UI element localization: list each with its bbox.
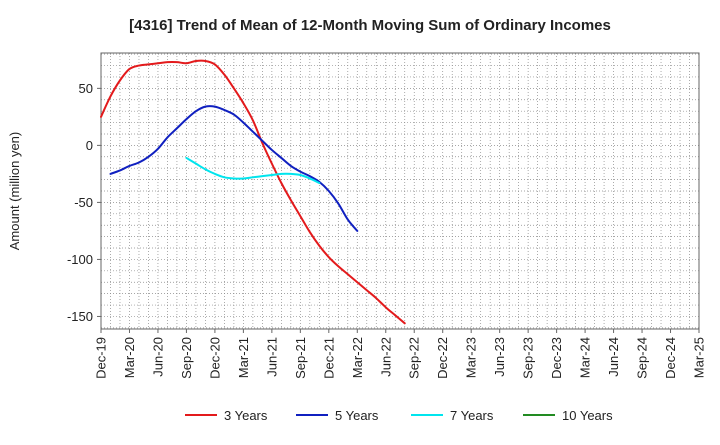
x-tick-label: Mar-23 bbox=[464, 337, 479, 378]
x-tick-labels: Dec-19 Mar-20 Jun-20 Sep-20 Dec-20 Mar-21 Jun-… bbox=[94, 329, 707, 379]
x-tick-label: Dec-21 bbox=[321, 337, 336, 379]
y-tick-label: 50 bbox=[79, 81, 93, 96]
legend: 3 Years 5 Years 7 Years 10 Years bbox=[185, 408, 613, 423]
y-tick-label: -50 bbox=[74, 195, 93, 210]
x-tick-label: Dec-19 bbox=[94, 337, 109, 379]
x-tick-label: Sep-23 bbox=[521, 337, 536, 379]
legend-label-10-years: 10 Years bbox=[562, 408, 613, 423]
series-line-3-years bbox=[100, 59, 406, 325]
series-line-7-years bbox=[185, 156, 321, 185]
x-tick-label: Sep-21 bbox=[293, 337, 308, 379]
x-tick-label: Jun-22 bbox=[378, 337, 393, 377]
x-tick-label: Dec-23 bbox=[549, 337, 564, 379]
x-tick-label: Mar-25 bbox=[692, 337, 707, 378]
x-tick-label: Dec-24 bbox=[663, 337, 678, 379]
x-tick-label: Jun-24 bbox=[606, 337, 621, 377]
legend-label-3-years: 3 Years bbox=[224, 408, 268, 423]
x-tick-label: Mar-21 bbox=[236, 337, 251, 378]
series-line-5-years bbox=[109, 105, 359, 232]
y-axis-label: Amount (million yen) bbox=[7, 132, 22, 251]
chart-title: [4316] Trend of Mean of 12-Month Moving … bbox=[129, 17, 611, 34]
x-tick-label: Mar-22 bbox=[350, 337, 365, 378]
y-tick-label: -150 bbox=[67, 309, 93, 324]
legend-label-5-years: 5 Years bbox=[335, 408, 379, 423]
x-tick-label: Dec-20 bbox=[207, 337, 222, 379]
x-tick-label: Sep-24 bbox=[635, 337, 650, 379]
y-tick-labels: 50 0 -50 -100 -150 bbox=[67, 81, 101, 324]
x-tick-label: Jun-23 bbox=[492, 337, 507, 377]
x-tick-label: Sep-22 bbox=[407, 337, 422, 379]
y-tick-label: -100 bbox=[67, 252, 93, 267]
grid-layer bbox=[101, 53, 699, 329]
plot-frame bbox=[100, 52, 700, 330]
x-tick-label: Jun-21 bbox=[264, 337, 279, 377]
x-tick-label: Sep-20 bbox=[179, 337, 194, 379]
x-tick-label: Mar-24 bbox=[578, 337, 593, 378]
x-tick-label: Dec-22 bbox=[435, 337, 450, 379]
series-layer bbox=[100, 59, 406, 325]
y-tick-label: 0 bbox=[86, 138, 93, 153]
legend-label-7-years: 7 Years bbox=[450, 408, 494, 423]
x-tick-label: Mar-20 bbox=[122, 337, 137, 378]
x-tick-label: Jun-20 bbox=[150, 337, 165, 377]
